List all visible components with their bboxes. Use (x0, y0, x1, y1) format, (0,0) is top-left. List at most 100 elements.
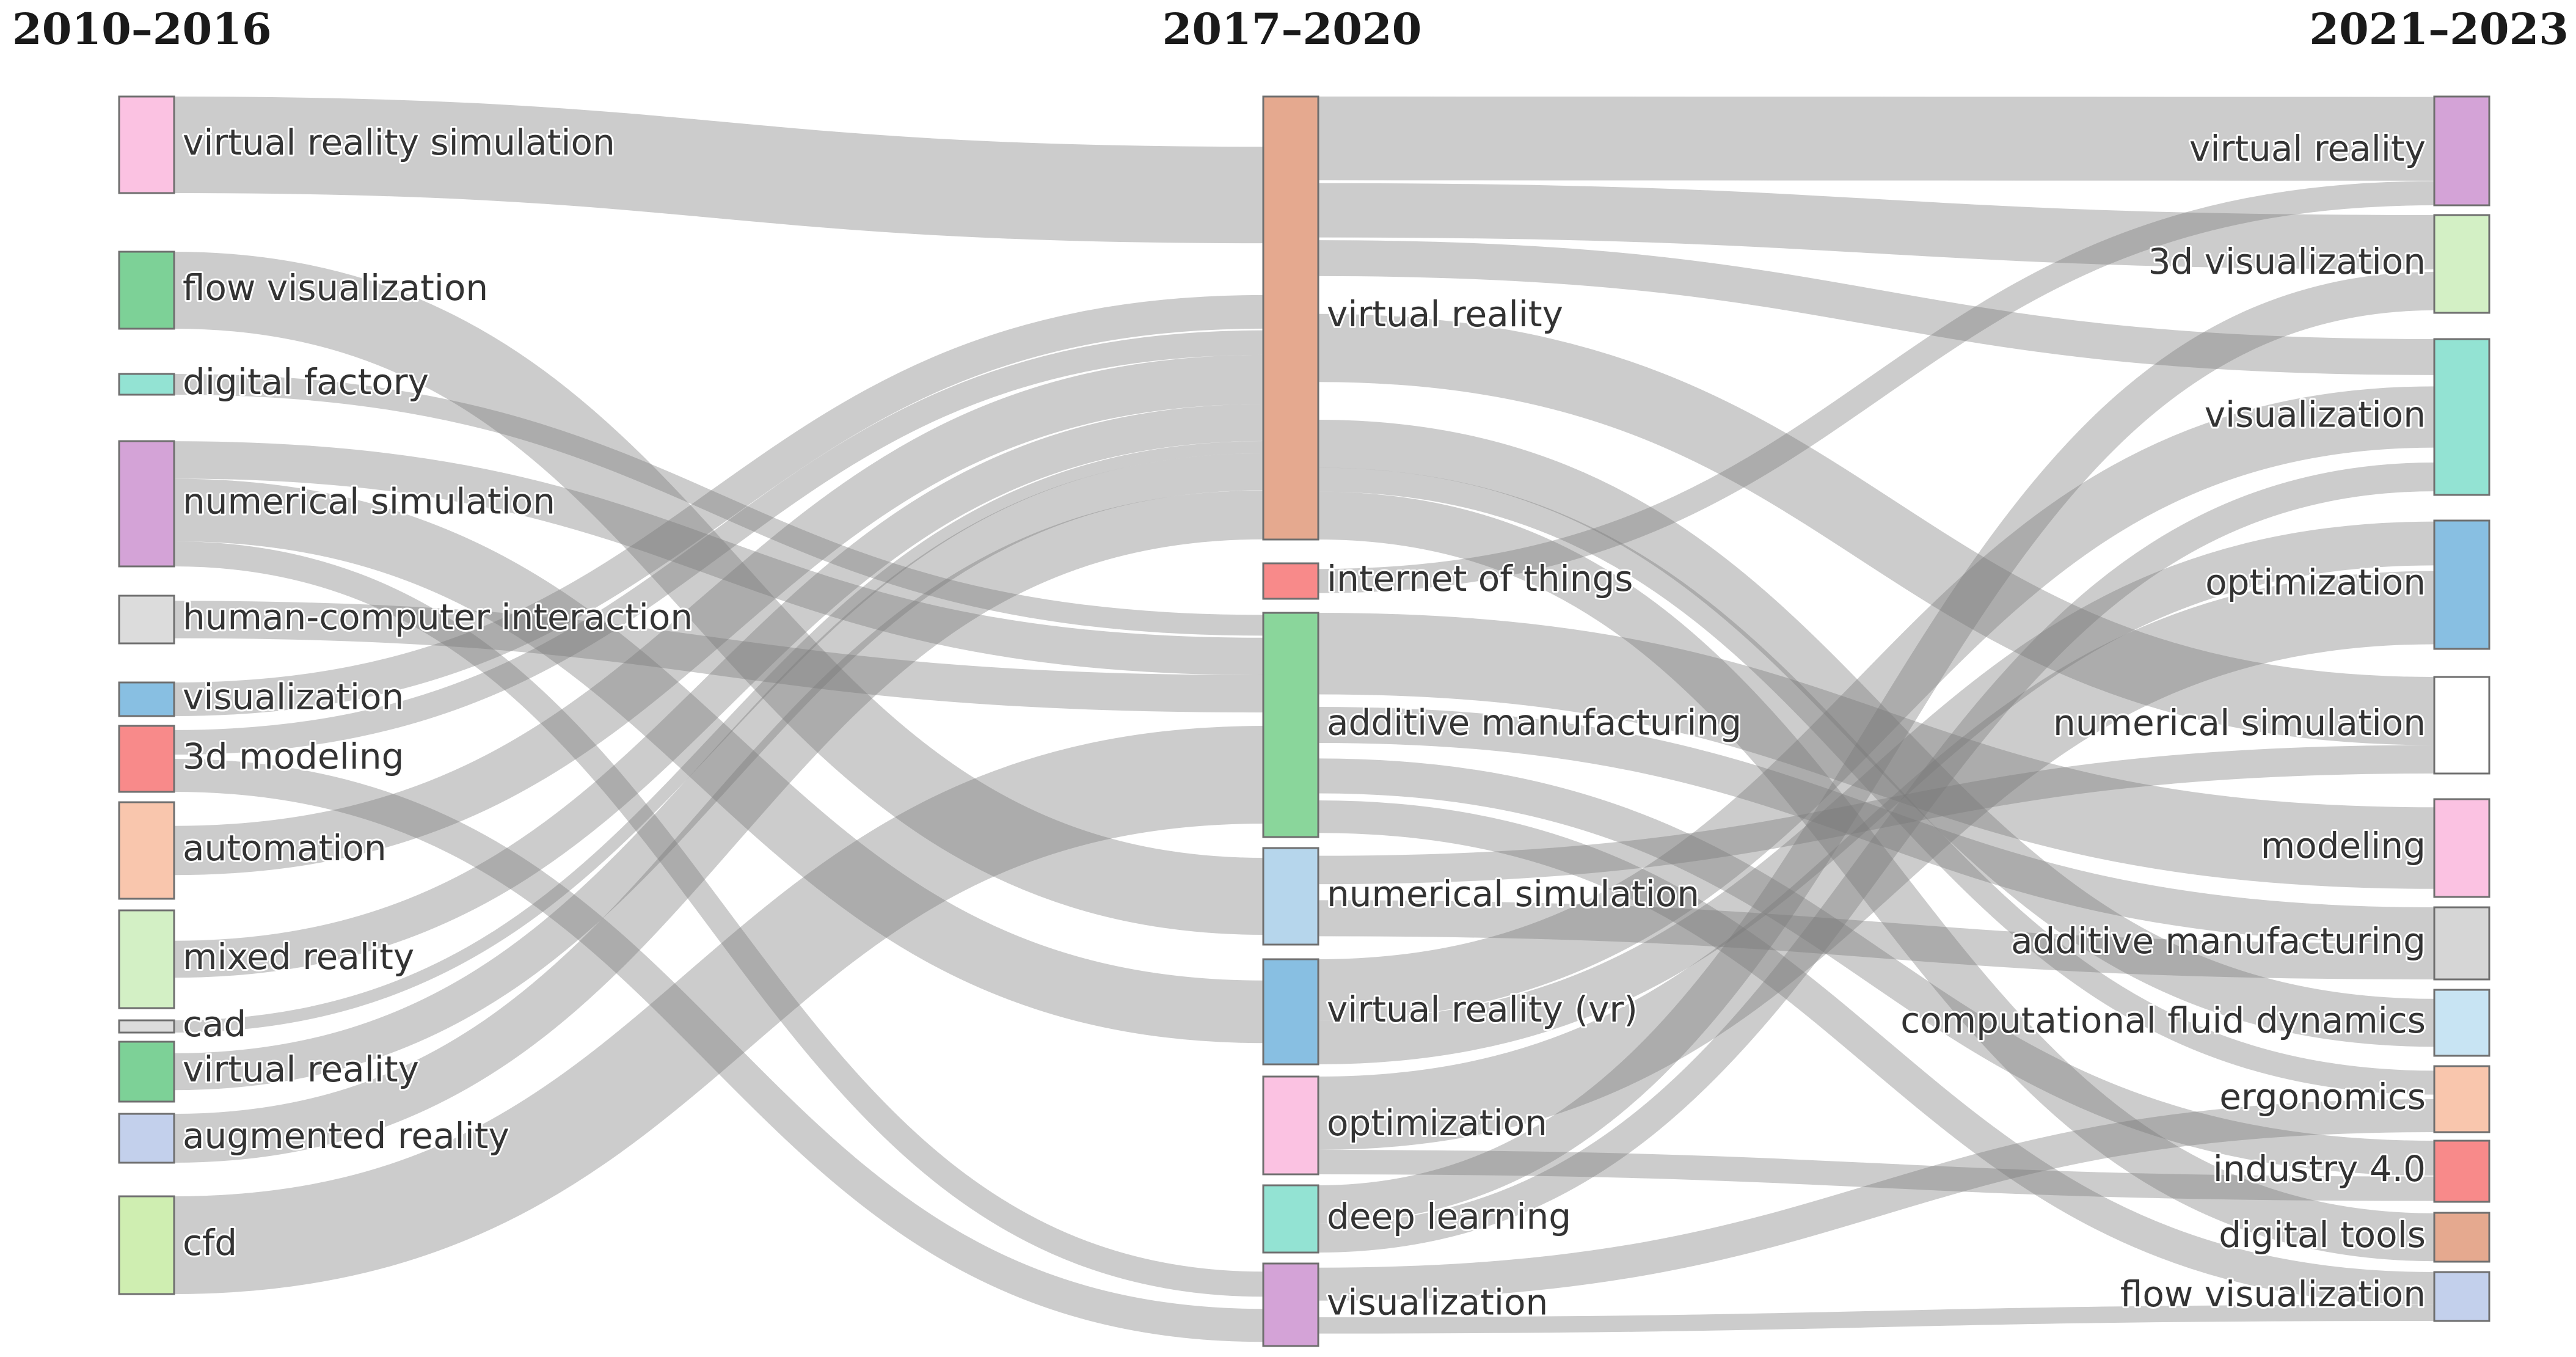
link-l0-to-m0 (173, 97, 1264, 244)
node-label-c1-deep-learning: deep learning (1327, 1196, 1571, 1237)
node-label-c2-3d-visualization: 3d visualization (2148, 241, 2426, 282)
node-c0-cad[interactable] (118, 1019, 175, 1034)
node-label-c0-cfd: cfd (183, 1222, 237, 1264)
node-label-c2-digital-tools: digital tools (2219, 1214, 2426, 1256)
node-label-c1-visualization: visualization (1327, 1282, 1548, 1323)
node-c2-modeling[interactable] (2433, 798, 2490, 898)
column-title-2017-2020: 2017–2020 (1162, 4, 1422, 54)
node-c0-mixed-reality[interactable] (118, 909, 175, 1009)
node-label-c2-ergonomics: ergonomics (2219, 1076, 2426, 1117)
link-l3-to-m7 (173, 541, 1264, 1297)
node-label-c1-additive-manufacturing: additive manufacturing (1327, 702, 1742, 744)
node-label-c0-human-computer-interaction: human-computer interaction (183, 596, 693, 638)
column-titles: 2010–2016 2017–2020 2021–2023 (12, 4, 2569, 54)
node-label-c2-additive-manufacturing: additive manufacturing (2011, 920, 2426, 962)
node-label-c1-virtual-reality-vr: virtual reality (vr) (1327, 989, 1638, 1030)
node-label-c1-internet-of-things: internet of things (1327, 558, 1633, 599)
node-label-c2-flow-visualization: flow visualization (2120, 1273, 2426, 1315)
node-c1-virtual-reality[interactable] (1262, 95, 1319, 541)
node-c2-computational-fluid-dynamics[interactable] (2433, 989, 2490, 1057)
node-c2-numerical-simulation[interactable] (2433, 676, 2490, 775)
link-l2-to-m2 (173, 374, 1264, 636)
node-label-c2-industry-4-0: industry 4.0 (2213, 1148, 2426, 1190)
node-c1-internet-of-things[interactable] (1262, 562, 1319, 600)
link-l8-to-m0 (173, 404, 1264, 978)
link-m6-to-r1 (1318, 271, 2435, 1224)
link-m3-to-r6 (1318, 900, 2435, 979)
link-l6-to-m7 (173, 759, 1264, 1342)
node-c1-visualization[interactable] (1262, 1262, 1319, 1347)
node-c2-virtual-reality[interactable] (2433, 95, 2490, 207)
node-c2-additive-manufacturing[interactable] (2433, 906, 2490, 981)
link-l4-to-m2 (173, 601, 1264, 713)
node-label-c0-digital-factory: digital factory (183, 361, 429, 403)
link-m2-to-r5 (1318, 612, 2435, 889)
node-c2-optimization[interactable] (2433, 519, 2490, 650)
link-l3-to-m4 (173, 478, 1264, 1044)
link-l3-to-m2 (173, 441, 1264, 675)
node-c0-digital-factory[interactable] (118, 373, 175, 396)
node-label-c0-flow-visualization: flow visualization (183, 267, 488, 309)
link-l7-to-m0 (173, 354, 1264, 876)
link-m0-to-r8 (1318, 467, 2435, 1095)
link-m0-to-r2 (1318, 240, 2435, 375)
node-c2-visualization[interactable] (2433, 338, 2490, 496)
node-c0-3d-modeling[interactable] (118, 725, 175, 793)
node-c1-virtual-reality-vr[interactable] (1262, 958, 1319, 1066)
link-m4-to-r3 (1318, 521, 2435, 1065)
node-label-c2-modeling: modeling (2261, 825, 2426, 866)
node-c0-numerical-simulation[interactable] (118, 440, 175, 568)
node-label-c0-3d-modeling: 3d modeling (183, 736, 404, 777)
link-l6-to-m0 (173, 330, 1264, 755)
node-label-c1-optimization: optimization (1327, 1102, 1547, 1144)
node-c1-deep-learning[interactable] (1262, 1184, 1319, 1254)
node-c2-3d-visualization[interactable] (2433, 214, 2490, 314)
node-label-c0-augmented-reality: augmented reality (183, 1115, 509, 1157)
node-c0-virtual-reality-simulation[interactable] (118, 95, 175, 194)
node-label-c0-virtual-reality: virtual reality (183, 1048, 419, 1090)
node-label-c1-numerical-simulation: numerical simulation (1327, 873, 1699, 915)
link-m4-to-r2 (1318, 386, 2435, 1021)
node-label-c0-mixed-reality: mixed reality (183, 936, 414, 978)
node-c0-visualization[interactable] (118, 681, 175, 717)
node-c0-automation[interactable] (118, 801, 175, 900)
link-m0-to-r7 (1318, 420, 2435, 1047)
column-title-2021-2023: 2021–2023 (2309, 4, 2569, 54)
node-label-c2-virtual-reality: virtual reality (2189, 128, 2426, 169)
node-c1-additive-manufacturing[interactable] (1262, 612, 1319, 838)
node-c2-digital-tools[interactable] (2433, 1212, 2490, 1263)
node-c0-flow-visualization[interactable] (118, 251, 175, 330)
node-c1-optimization[interactable] (1262, 1075, 1319, 1176)
node-c2-industry-4-0[interactable] (2433, 1139, 2490, 1203)
node-label-c2-numerical-simulation: numerical simulation (2053, 702, 2426, 744)
link-m3-to-r4 (1318, 745, 2435, 885)
link-l12-to-m2 (173, 726, 1264, 1294)
node-c0-virtual-reality[interactable] (118, 1041, 175, 1103)
link-m2-to-r11 (1318, 800, 2435, 1305)
link-l5-to-m0 (173, 294, 1264, 716)
sankey-links (173, 96, 2435, 1342)
node-c0-cfd[interactable] (118, 1195, 175, 1295)
node-c2-ergonomics[interactable] (2433, 1065, 2490, 1133)
link-m6-to-r2 (1318, 463, 2435, 1253)
node-label-c2-computational-fluid-dynamics: computational fluid dynamics (1900, 1000, 2426, 1041)
link-l9-to-m0 (173, 441, 1264, 1033)
link-m7-to-r8 (1318, 1099, 2435, 1301)
node-label-c0-visualization: visualization (183, 676, 404, 718)
link-m1-to-r0 (1318, 181, 2435, 593)
link-m5-to-r3 (1318, 571, 2435, 1150)
link-m0-to-r1 (1318, 183, 2435, 269)
node-c0-human-computer-interaction[interactable] (118, 594, 175, 645)
node-label-c0-automation: automation (183, 827, 387, 869)
node-label-c0-cad: cad (183, 1003, 246, 1045)
node-label-c0-numerical-simulation: numerical simulation (183, 481, 555, 522)
node-c2-flow-visualization[interactable] (2433, 1271, 2490, 1322)
node-c0-augmented-reality[interactable] (118, 1113, 175, 1164)
node-label-c2-optimization: optimization (2205, 561, 2426, 603)
link-m5-to-r9 (1318, 1150, 2435, 1201)
link-m2-to-r6 (1318, 707, 2435, 943)
node-label-c2-visualization: visualization (2205, 394, 2426, 436)
node-c1-numerical-simulation[interactable] (1262, 847, 1319, 946)
link-m2-to-r9 (1318, 758, 2435, 1176)
